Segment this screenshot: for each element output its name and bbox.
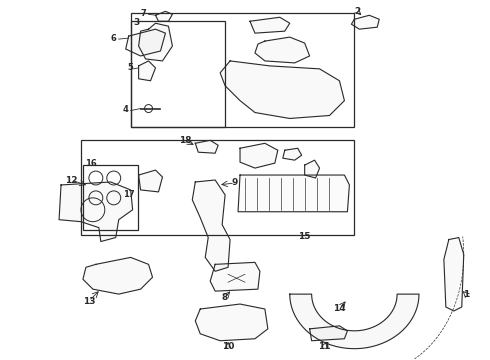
Text: 4: 4 (122, 105, 128, 114)
Polygon shape (139, 170, 163, 192)
Polygon shape (155, 11, 172, 21)
Bar (131, 21, 225, 127)
Bar (131, 13, 354, 127)
Polygon shape (139, 23, 172, 61)
Polygon shape (351, 15, 379, 29)
Text: 18: 18 (179, 136, 192, 145)
Polygon shape (196, 140, 218, 153)
Bar (83, 165, 138, 230)
Polygon shape (290, 294, 419, 348)
Text: 15: 15 (298, 232, 311, 241)
Text: 14: 14 (333, 305, 346, 314)
Text: 17: 17 (123, 190, 134, 199)
Text: 5: 5 (128, 63, 134, 72)
Polygon shape (240, 143, 278, 168)
Text: 13: 13 (83, 297, 95, 306)
Text: 3: 3 (133, 18, 140, 27)
Polygon shape (250, 17, 290, 33)
Polygon shape (210, 262, 260, 291)
Polygon shape (310, 326, 347, 341)
Text: 8: 8 (222, 293, 228, 302)
Text: 11: 11 (318, 342, 331, 351)
Text: 6: 6 (111, 33, 117, 42)
Polygon shape (125, 29, 166, 56)
Text: 16: 16 (85, 159, 97, 168)
Polygon shape (444, 238, 464, 311)
Polygon shape (192, 180, 230, 271)
Polygon shape (220, 61, 344, 118)
Text: 1: 1 (463, 289, 469, 298)
Bar (81, 140, 354, 235)
Text: 7: 7 (141, 9, 147, 18)
Text: 9: 9 (232, 179, 238, 188)
Polygon shape (139, 61, 155, 81)
Polygon shape (238, 175, 349, 212)
Text: 2: 2 (354, 7, 361, 16)
Polygon shape (283, 148, 302, 160)
Polygon shape (83, 257, 152, 294)
Text: 12: 12 (65, 176, 77, 185)
Polygon shape (59, 182, 133, 242)
Polygon shape (305, 160, 319, 178)
Text: 10: 10 (222, 342, 234, 351)
Polygon shape (196, 304, 268, 341)
Polygon shape (255, 37, 310, 63)
